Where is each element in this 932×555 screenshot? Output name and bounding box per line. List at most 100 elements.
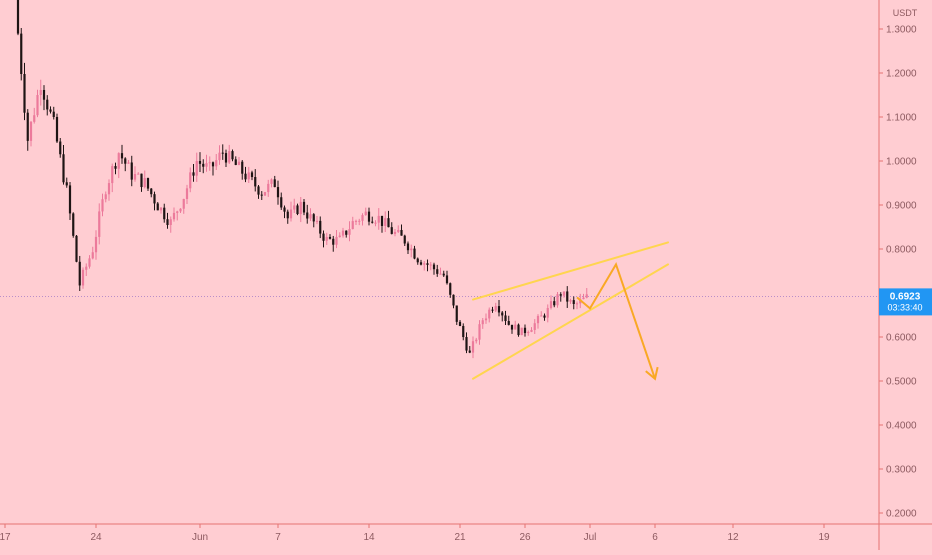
time-tick-label: Jun	[192, 532, 208, 543]
candle	[407, 242, 409, 254]
candle	[537, 314, 539, 328]
candle	[303, 199, 305, 215]
candle	[205, 155, 207, 172]
candle	[475, 338, 477, 344]
candle	[59, 138, 61, 158]
currency-label: USDT	[893, 8, 918, 18]
price-tick-label: 0.5000	[886, 377, 917, 388]
candle	[374, 220, 376, 226]
candle	[274, 176, 276, 187]
candle	[465, 332, 467, 353]
candle	[36, 90, 38, 117]
price-axis[interactable]: 1.30001.20001.10001.00000.90000.80000.70…	[879, 25, 917, 520]
time-tick-label: 6	[652, 532, 658, 543]
candle	[287, 210, 289, 224]
candle	[131, 156, 133, 186]
candle	[443, 271, 445, 277]
candle	[212, 162, 214, 176]
candle	[573, 296, 575, 309]
candle	[397, 225, 399, 233]
candle	[469, 346, 471, 353]
candle	[550, 295, 552, 309]
candle	[433, 263, 435, 275]
candle	[472, 336, 474, 358]
candle	[517, 324, 519, 337]
price-tick-label: 1.1000	[886, 113, 917, 124]
candle	[173, 207, 175, 221]
candle	[105, 191, 107, 202]
candle	[521, 328, 523, 336]
price-tick-label: 1.3000	[886, 25, 917, 36]
candle	[501, 311, 503, 321]
candle	[576, 301, 578, 309]
time-tick-label: 14	[363, 532, 375, 543]
candle	[326, 233, 328, 245]
candle	[118, 152, 120, 178]
candle	[504, 311, 506, 325]
candle	[98, 203, 100, 244]
candle	[456, 305, 458, 324]
candle	[43, 85, 45, 110]
candle	[313, 213, 315, 227]
time-tick-label: 7	[275, 532, 281, 543]
candle	[436, 265, 438, 277]
candle	[345, 230, 347, 237]
candle	[491, 307, 493, 313]
candle	[478, 320, 480, 345]
candle	[244, 167, 246, 182]
candle	[30, 121, 32, 146]
candle	[121, 145, 123, 164]
wedge-trendline[interactable]	[473, 264, 668, 378]
candle	[332, 236, 334, 252]
projection-path[interactable]	[577, 264, 655, 378]
time-tick-label: Jul	[584, 532, 597, 543]
candle	[423, 261, 425, 271]
current-price-value: 0.6923	[890, 291, 921, 302]
candle	[33, 108, 35, 124]
candle	[49, 106, 51, 113]
candle	[462, 323, 464, 340]
candle	[277, 181, 279, 205]
candle	[144, 171, 146, 189]
candle	[192, 164, 194, 182]
candle	[108, 179, 110, 200]
candle	[498, 300, 500, 316]
candle-countdown-timer: 03:33:40	[887, 302, 922, 312]
candle	[569, 299, 571, 304]
candle	[238, 157, 240, 165]
candle	[270, 178, 272, 187]
candle	[524, 324, 526, 336]
candle	[183, 199, 185, 214]
candle	[231, 150, 233, 162]
candle	[452, 294, 454, 308]
candle	[413, 246, 415, 259]
candle	[163, 204, 165, 223]
wedge-trendline[interactable]	[473, 242, 668, 299]
candle	[62, 145, 64, 185]
candle	[280, 193, 282, 210]
candle	[300, 197, 302, 222]
candle	[53, 107, 55, 120]
price-tick-label: 0.6000	[886, 333, 917, 344]
time-tick-label: 24	[90, 532, 102, 543]
candle	[547, 304, 549, 322]
candle	[488, 307, 490, 322]
candle	[261, 191, 263, 200]
candle	[319, 216, 321, 238]
candle	[459, 320, 461, 326]
candle	[446, 271, 448, 285]
price-tick-label: 0.3000	[886, 465, 917, 476]
candle	[264, 192, 266, 196]
time-tick-label: 17	[0, 532, 11, 543]
candle	[134, 166, 136, 181]
candle	[290, 202, 292, 222]
candle	[85, 263, 87, 276]
candle	[69, 182, 71, 220]
candle	[534, 319, 536, 334]
time-axis[interactable]: 17 24 Jun 7 14 21 26 Jul 6 12 19	[0, 524, 830, 543]
candle	[147, 178, 149, 191]
candle	[358, 219, 360, 225]
candle	[378, 208, 380, 230]
price-tick-label: 1.0000	[886, 157, 917, 168]
